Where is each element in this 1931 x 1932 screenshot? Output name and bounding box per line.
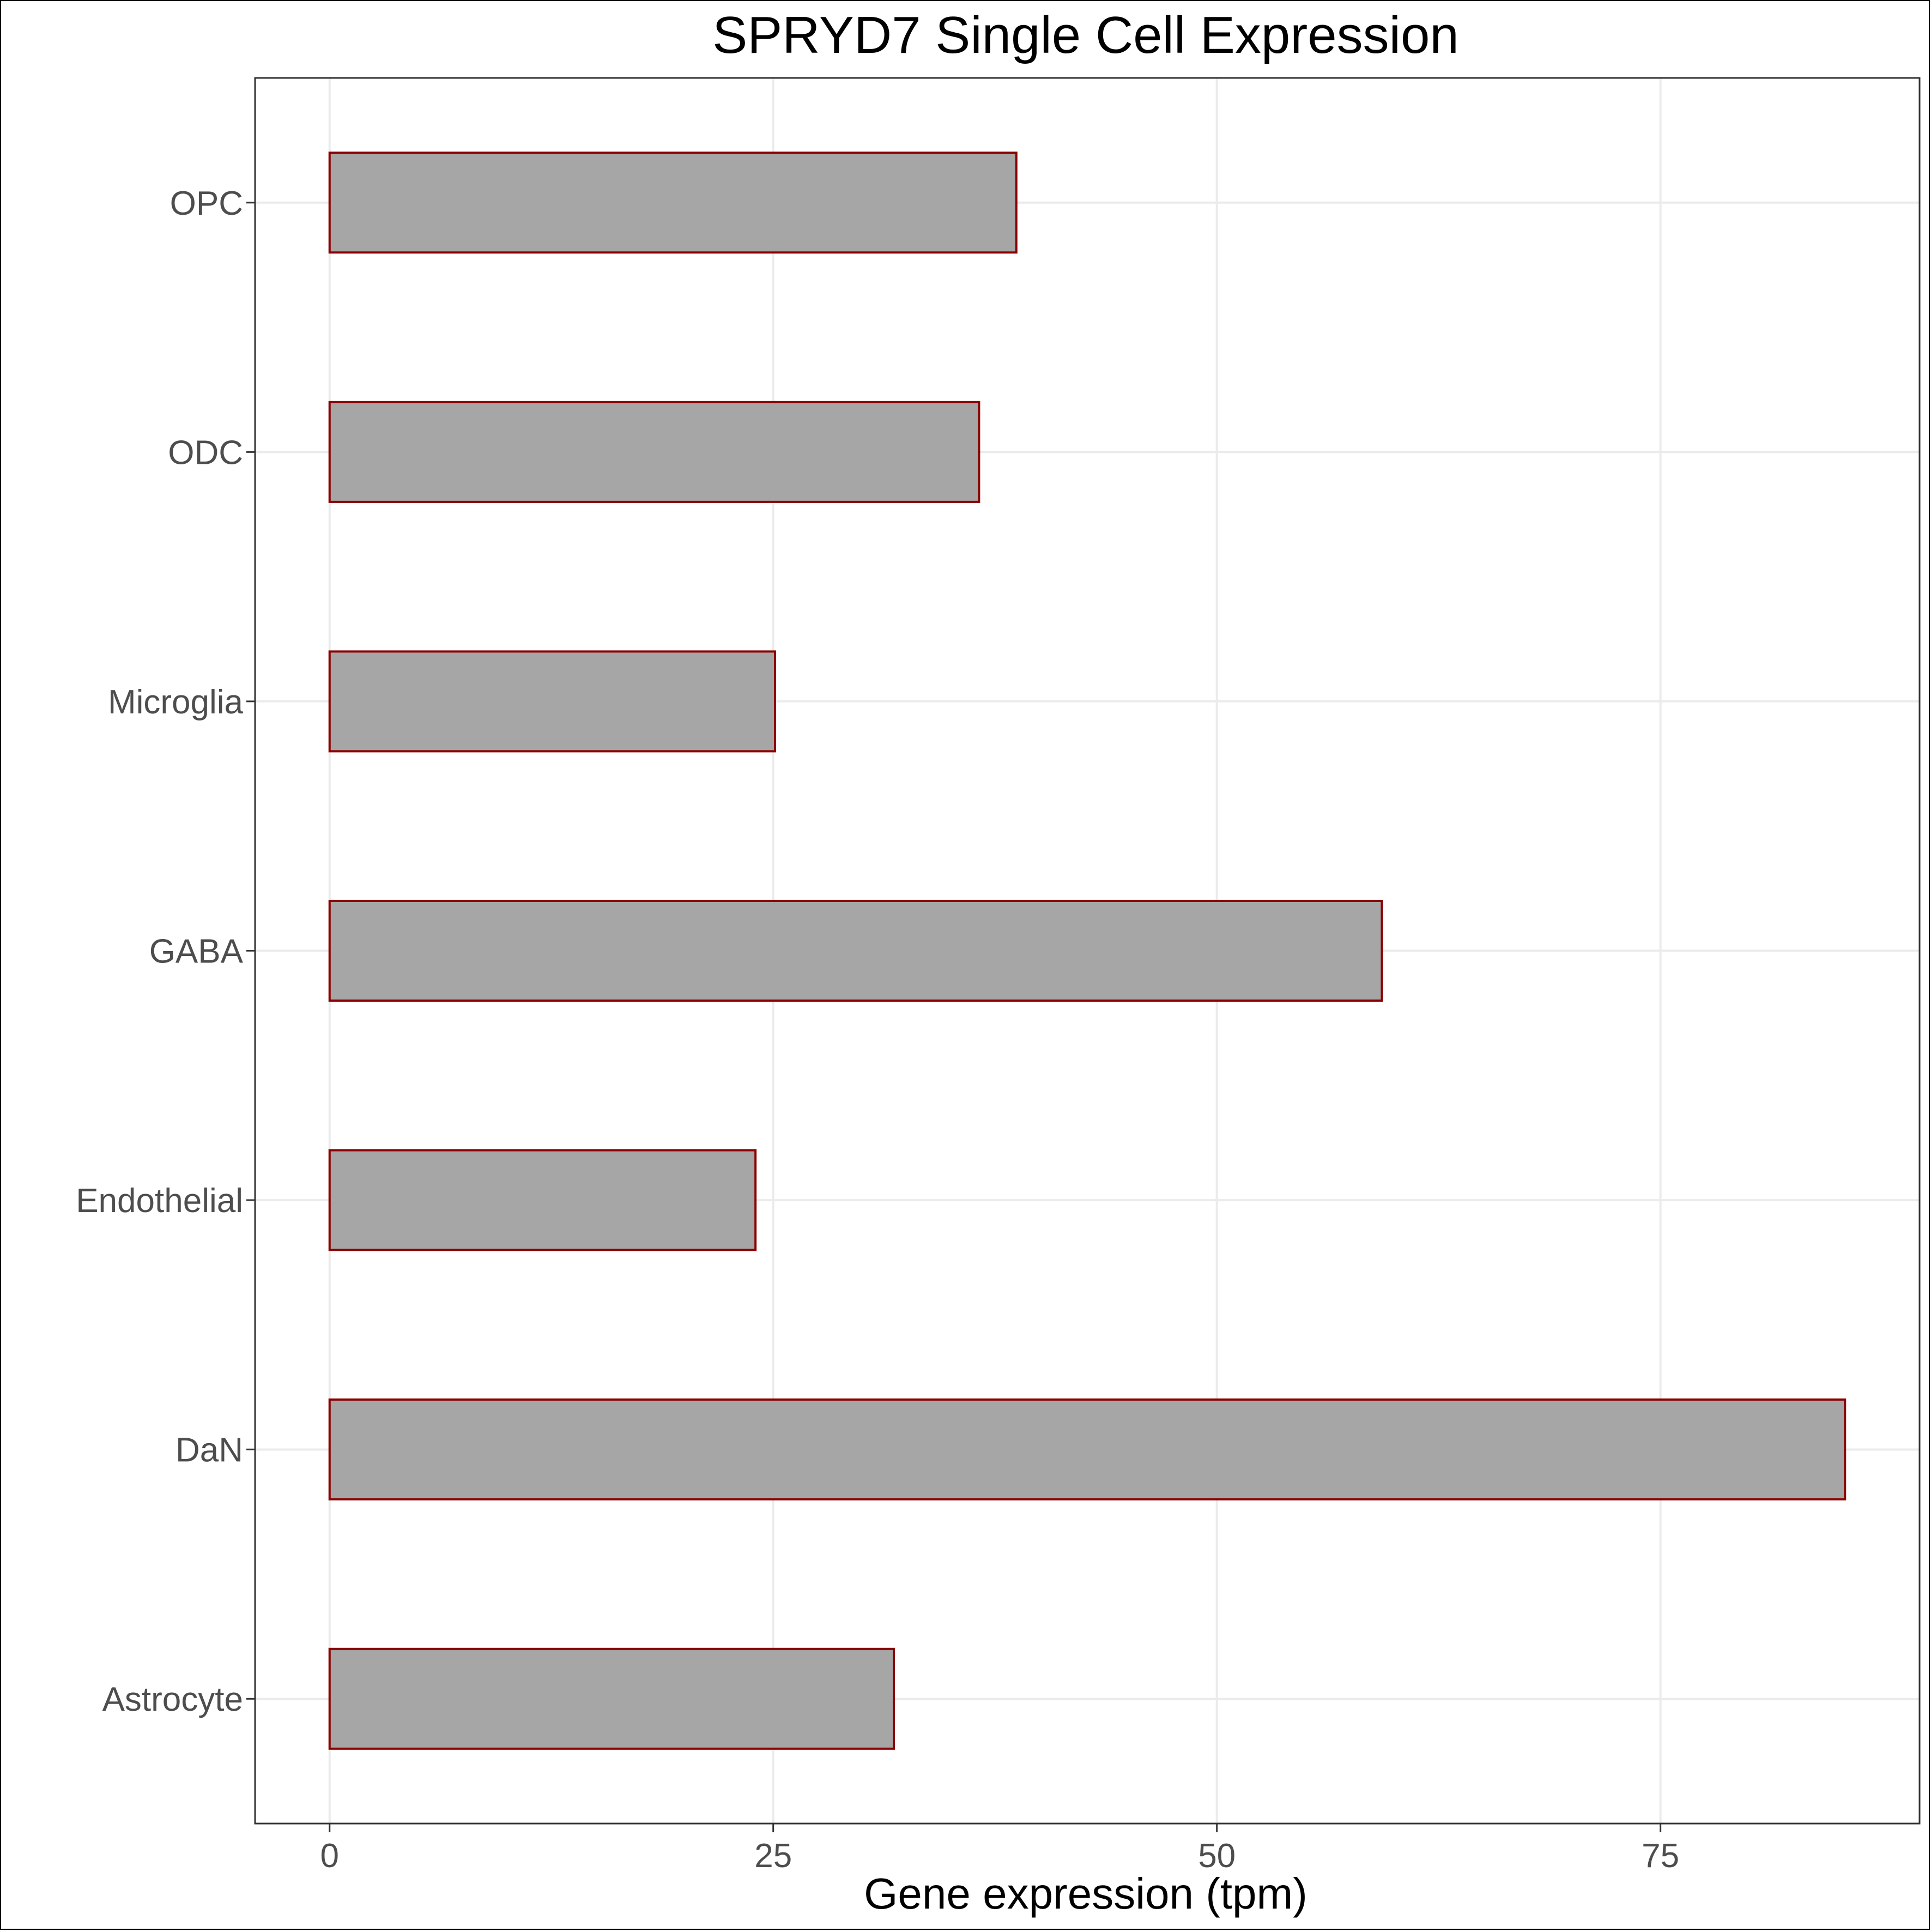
- y-tick-label: Microglia: [108, 683, 244, 721]
- bar-odc: [328, 401, 980, 503]
- bar-endothelial: [328, 1149, 757, 1251]
- chart-title: SPRYD7 Single Cell Expression: [712, 6, 1459, 64]
- y-tick-label: GABA: [149, 933, 244, 971]
- x-tick-label: 75: [1642, 1837, 1679, 1875]
- y-tick-label: Endothelial: [76, 1182, 243, 1220]
- bar-opc: [328, 152, 1018, 254]
- bar-dan: [328, 1398, 1847, 1501]
- bar-gaba: [328, 899, 1383, 1002]
- y-tick-label: OPC: [170, 185, 243, 222]
- x-tick-label: 25: [754, 1837, 792, 1875]
- y-axis-ticks: OPC ODC Microglia GABA Endothelial DaN Astrocy…: [76, 185, 255, 1718]
- bar-astrocyte: [328, 1648, 895, 1750]
- x-axis-label: Gene expression (tpm): [864, 1869, 1307, 1918]
- y-tick-label: DaN: [175, 1432, 243, 1469]
- x-tick-label: 0: [320, 1837, 339, 1875]
- y-tick-label: ODC: [168, 434, 243, 471]
- bars: [328, 152, 1847, 1750]
- x-tick-label: 50: [1198, 1837, 1236, 1875]
- bar-microglia: [328, 650, 776, 753]
- y-tick-label: Astrocyte: [102, 1681, 243, 1718]
- x-axis-ticks: 0 25 50 75: [320, 1824, 1679, 1875]
